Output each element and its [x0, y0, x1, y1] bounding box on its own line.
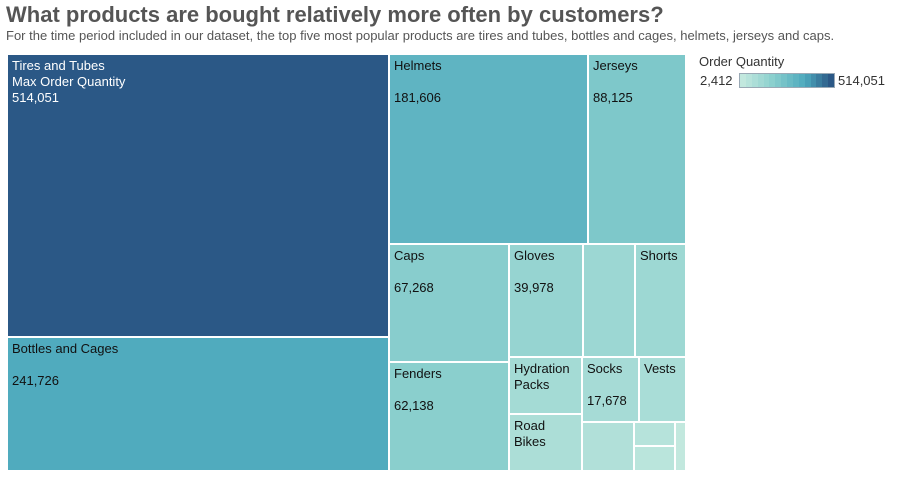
tile-value: 17,678 — [587, 393, 627, 408]
tile-label: Vests — [644, 361, 676, 376]
tile-value: 39,978 — [514, 280, 554, 295]
tile-measure-label: Max Order Quantity — [12, 74, 126, 89]
legend-step — [740, 74, 746, 87]
treemap-tile-unlabeled-16[interactable] — [675, 422, 686, 471]
tile-label: Shorts — [640, 248, 678, 263]
legend-color-ramp — [739, 73, 835, 88]
tile-label: Helmets — [394, 58, 442, 73]
treemap-tile-vests[interactable]: Vests — [639, 357, 686, 422]
tile-label: Hydration Packs — [514, 361, 570, 392]
tile-label: Tires and Tubes — [12, 58, 105, 73]
treemap-tile-helmets[interactable]: Helmets 181,606 — [389, 54, 588, 244]
legend-step — [798, 74, 805, 87]
treemap-tile-gloves[interactable]: Gloves 39,978 — [509, 244, 583, 357]
tile-value: 514,051 — [12, 90, 59, 105]
legend-step — [828, 74, 834, 87]
treemap-tile-unlabeled-7[interactable] — [583, 244, 635, 357]
legend-step — [792, 74, 799, 87]
chart-subtitle: For the time period included in our data… — [6, 28, 835, 43]
treemap-tile-tires-and-tubes[interactable]: Tires and Tubes Max Order Quantity 514,051 — [7, 54, 389, 337]
legend-step — [781, 74, 787, 87]
legend-step — [822, 74, 829, 87]
tile-value: 181,606 — [394, 90, 441, 105]
tile-value: 67,268 — [394, 280, 434, 295]
treemap-tile-hydration-packs[interactable]: Hydration Packs — [509, 357, 582, 414]
legend-step — [763, 74, 770, 87]
legend-step — [804, 74, 811, 87]
legend-step — [816, 74, 823, 87]
treemap-tile-bottles-and-cages[interactable]: Bottles and Cages 241,726 — [7, 337, 389, 471]
treemap-tile-fenders[interactable]: Fenders 62,138 — [389, 362, 509, 471]
legend-step — [810, 74, 817, 87]
legend-step — [769, 74, 776, 87]
tile-label: Road Bikes — [514, 418, 546, 449]
tile-value: 62,138 — [394, 398, 434, 413]
legend-min-label: 2,412 — [700, 73, 733, 88]
treemap-tile-unlabeled-13[interactable] — [582, 422, 634, 471]
legend-step — [787, 74, 793, 87]
treemap-tile-road-bikes[interactable]: Road Bikes — [509, 414, 582, 471]
tile-value: 241,726 — [12, 373, 59, 388]
legend-step — [745, 74, 752, 87]
tile-label: Socks — [587, 361, 623, 376]
tile-value: 88,125 — [593, 90, 633, 105]
legend-step — [775, 74, 782, 87]
treemap-tile-unlabeled-14[interactable] — [634, 422, 675, 446]
treemap-tile-caps[interactable]: Caps 67,268 — [389, 244, 509, 362]
legend-title: Order Quantity — [699, 54, 785, 69]
tile-label: Bottles and Cages — [12, 341, 119, 356]
tile-label: Caps — [394, 248, 425, 263]
treemap-tile-unlabeled-15[interactable] — [634, 446, 675, 471]
tile-label: Gloves — [514, 248, 555, 263]
legend-max-label: 514,051 — [838, 73, 885, 88]
treemap-tile-jerseys[interactable]: Jerseys 88,125 — [588, 54, 686, 244]
chart-title: What products are bought relatively more… — [6, 2, 664, 27]
legend-step — [757, 74, 764, 87]
treemap-tile-socks[interactable]: Socks 17,678 — [582, 357, 639, 422]
treemap-tile-shorts[interactable]: Shorts — [635, 244, 686, 357]
tile-label: Fenders — [394, 366, 442, 381]
tile-label: Jerseys — [593, 58, 638, 73]
legend-step — [751, 74, 758, 87]
